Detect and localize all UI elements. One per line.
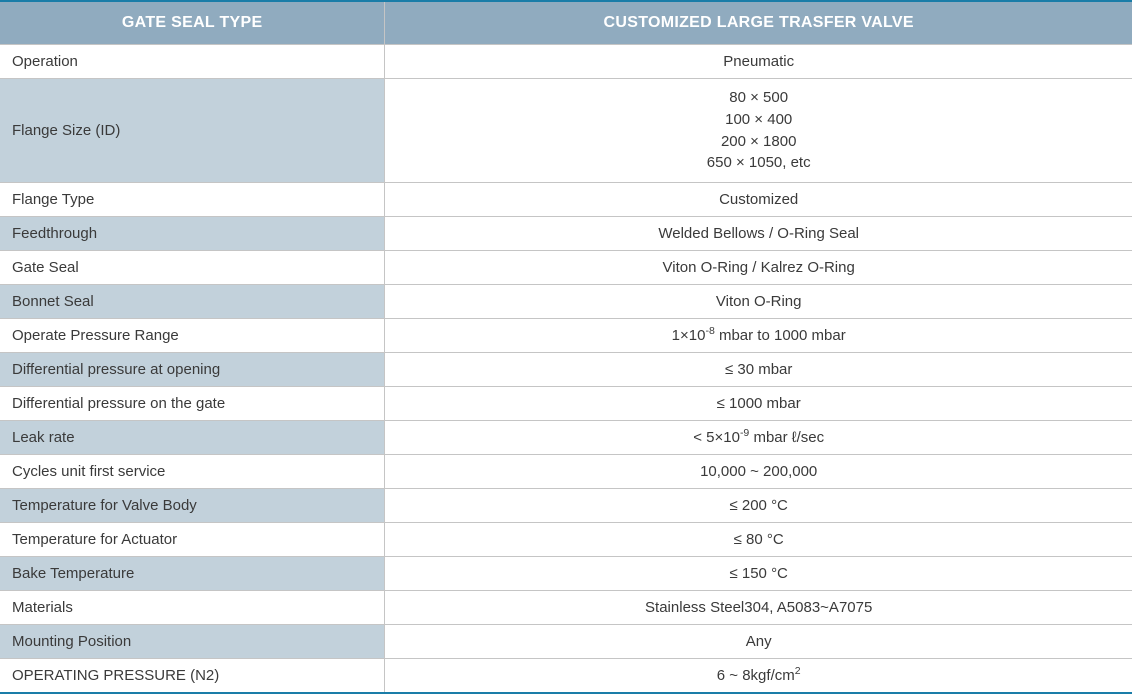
table-row: Flange TypeCustomized	[0, 183, 1132, 217]
table-body: OperationPneumaticFlange Size (ID)80 × 5…	[0, 45, 1132, 694]
spec-value: 1×10-8 mbar to 1000 mbar	[385, 319, 1132, 353]
spec-label: Materials	[0, 591, 385, 625]
table-row: Bonnet SealViton O-Ring	[0, 285, 1132, 319]
spec-label: Differential pressure at opening	[0, 353, 385, 387]
spec-value: ≤ 150 °C	[385, 557, 1132, 591]
spec-value: Viton O-Ring / Kalrez O-Ring	[385, 251, 1132, 285]
spec-value: Welded Bellows / O-Ring Seal	[385, 217, 1132, 251]
spec-label: Operate Pressure Range	[0, 319, 385, 353]
header-col1: GATE SEAL TYPE	[0, 1, 385, 45]
spec-label: Differential pressure on the gate	[0, 387, 385, 421]
table-row: Leak rate< 5×10-9 mbar ℓ/sec	[0, 421, 1132, 455]
table-row: Gate SealViton O-Ring / Kalrez O-Ring	[0, 251, 1132, 285]
spec-label: Bake Temperature	[0, 557, 385, 591]
spec-value: Customized	[385, 183, 1132, 217]
table-row: Mounting PositionAny	[0, 625, 1132, 659]
table-row: Operate Pressure Range1×10-8 mbar to 100…	[0, 319, 1132, 353]
table-row: MaterialsStainless Steel304, A5083~A7075	[0, 591, 1132, 625]
spec-label: Flange Size (ID)	[0, 79, 385, 183]
spec-value: ≤ 80 °C	[385, 523, 1132, 557]
spec-value: ≤ 30 mbar	[385, 353, 1132, 387]
spec-label: Feedthrough	[0, 217, 385, 251]
header-col2: CUSTOMIZED LARGE TRASFER VALVE	[385, 1, 1132, 45]
spec-value: Pneumatic	[385, 45, 1132, 79]
spec-table: GATE SEAL TYPE CUSTOMIZED LARGE TRASFER …	[0, 0, 1132, 694]
spec-value: 6 ~ 8kgf/cm2	[385, 659, 1132, 694]
spec-value: ≤ 1000 mbar	[385, 387, 1132, 421]
spec-label: Operation	[0, 45, 385, 79]
spec-label: Leak rate	[0, 421, 385, 455]
spec-value: 80 × 500100 × 400200 × 1800650 × 1050, e…	[385, 79, 1132, 183]
table-row: Flange Size (ID)80 × 500100 × 400200 × 1…	[0, 79, 1132, 183]
spec-value: 10,000 ~ 200,000	[385, 455, 1132, 489]
spec-label: Gate Seal	[0, 251, 385, 285]
table-row: Temperature for Valve Body≤ 200 °C	[0, 489, 1132, 523]
spec-value: Viton O-Ring	[385, 285, 1132, 319]
spec-value: Any	[385, 625, 1132, 659]
table-row: Cycles unit first service10,000 ~ 200,00…	[0, 455, 1132, 489]
spec-label: Cycles unit first service	[0, 455, 385, 489]
spec-label: OPERATING PRESSURE (N2)	[0, 659, 385, 694]
table-row: OperationPneumatic	[0, 45, 1132, 79]
table-row: Differential pressure on the gate≤ 1000 …	[0, 387, 1132, 421]
table-row: FeedthroughWelded Bellows / O-Ring Seal	[0, 217, 1132, 251]
spec-label: Bonnet Seal	[0, 285, 385, 319]
spec-value: ≤ 200 °C	[385, 489, 1132, 523]
table-row: Differential pressure at opening≤ 30 mba…	[0, 353, 1132, 387]
spec-label: Temperature for Actuator	[0, 523, 385, 557]
spec-value: Stainless Steel304, A5083~A7075	[385, 591, 1132, 625]
table-row: OPERATING PRESSURE (N2)6 ~ 8kgf/cm2	[0, 659, 1132, 694]
spec-label: Temperature for Valve Body	[0, 489, 385, 523]
spec-label: Mounting Position	[0, 625, 385, 659]
table-header-row: GATE SEAL TYPE CUSTOMIZED LARGE TRASFER …	[0, 1, 1132, 45]
table-row: Bake Temperature≤ 150 °C	[0, 557, 1132, 591]
table-row: Temperature for Actuator≤ 80 °C	[0, 523, 1132, 557]
spec-label: Flange Type	[0, 183, 385, 217]
spec-value: < 5×10-9 mbar ℓ/sec	[385, 421, 1132, 455]
